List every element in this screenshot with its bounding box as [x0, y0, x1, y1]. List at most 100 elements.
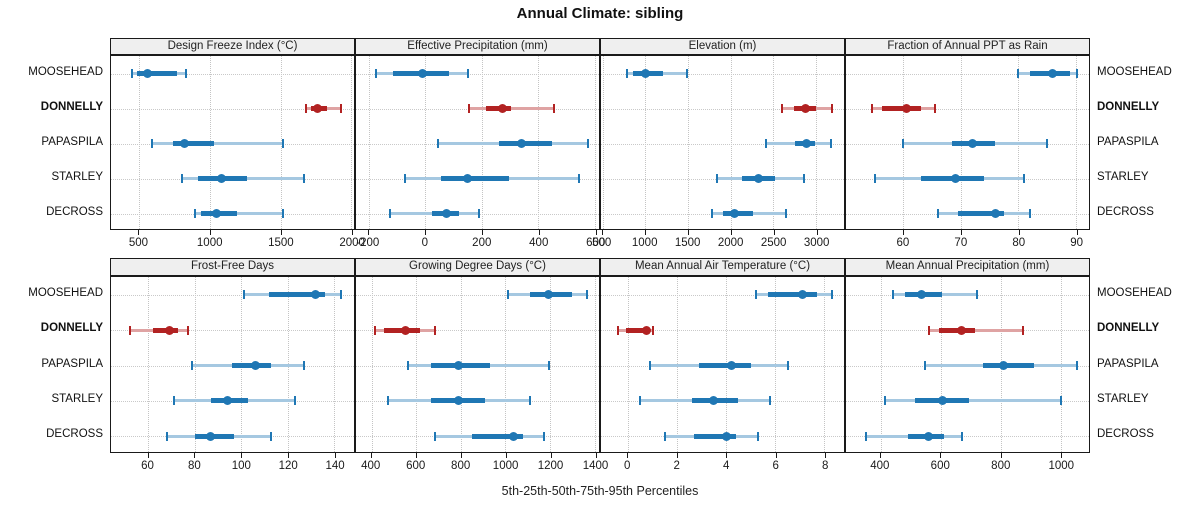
cap-95th [830, 290, 833, 300]
gridline-v [425, 56, 427, 229]
cap-95th [547, 361, 550, 370]
median-dot [544, 290, 554, 300]
iqr-bar-25-75 [881, 106, 921, 111]
gridline-v [628, 277, 629, 452]
panel-header-growing-degree-days-c: Growing Degree Days (°C) [355, 258, 600, 276]
percentile-row-donnelly [356, 56, 599, 229]
gridline-h [601, 108, 844, 110]
median-dot [508, 431, 518, 441]
cap-95th [686, 69, 689, 78]
gridline-h [111, 330, 354, 332]
percentile-row-starley [356, 56, 599, 229]
axis-tick-label: 600 [930, 460, 950, 472]
gridline-v [594, 56, 596, 229]
percentile-row-starley [601, 277, 844, 452]
percentile-row-donnelly [111, 277, 354, 452]
gridline-h [356, 294, 599, 296]
cap-5th [131, 69, 134, 78]
panel-plot-design-freeze-index-c [110, 55, 355, 230]
cap-95th [785, 209, 788, 218]
axis-tick-label: 500 [592, 237, 612, 249]
panel-plot-mean-annual-air-temperature-c [600, 276, 845, 453]
axis-tick-label: 1200 [537, 460, 564, 472]
cap-95th [830, 139, 833, 148]
panel-plot-elevation-m [600, 55, 845, 230]
cap-95th [303, 361, 305, 370]
median-dot [957, 325, 966, 335]
gridline-v [139, 56, 141, 229]
panel-header-elevation-m: Elevation (m) [600, 38, 845, 55]
axis-tick-label: 80 [1012, 237, 1026, 249]
median-dot [990, 209, 1000, 218]
panel-plot-fraction-of-annual-ppt-as-rain [845, 55, 1090, 230]
gridline-v [602, 56, 604, 229]
gridline-v [687, 56, 689, 229]
range-line-5-95 [885, 399, 1061, 403]
median-dot [143, 69, 153, 78]
cap-5th [506, 290, 509, 300]
site-label-right-moosehead-row0: MOOSEHEAD [1097, 65, 1172, 78]
cap-95th [769, 396, 772, 406]
axis-tick [595, 230, 597, 235]
site-label-right-decross-row1: DECROSS [1097, 428, 1154, 441]
median-dot [937, 396, 947, 406]
axis-tick [1076, 230, 1078, 235]
axis-tick-label: 800 [451, 460, 471, 472]
cap-95th [466, 69, 469, 78]
axis-tick [241, 453, 243, 458]
percentile-row-starley [846, 277, 1089, 452]
cap-95th [586, 139, 589, 148]
cap-95th [302, 174, 305, 183]
cap-5th [191, 361, 194, 370]
axis-tick [194, 453, 196, 458]
site-label-right-moosehead-row1: MOOSEHEAD [1097, 286, 1172, 299]
site-label-left-donnelly-row0: DONNELLY [40, 100, 103, 113]
percentile-row-donnelly [111, 56, 354, 229]
cap-95th [757, 431, 760, 441]
percentile-row-papaspila [601, 56, 844, 229]
cap-5th [873, 174, 876, 183]
axis-tick [627, 453, 629, 458]
axis-tick-label: 0 [421, 237, 428, 249]
site-label-left-decross-row0: DECROSS [46, 205, 103, 218]
cap-95th [1046, 139, 1049, 148]
percentile-row-papaspila [601, 277, 844, 452]
percentile-row-starley [846, 56, 1089, 229]
site-label-right-papaspila-row1: PAPASPILA [1097, 357, 1159, 370]
cap-5th [194, 209, 197, 218]
median-dot [441, 209, 451, 218]
percentile-row-papaspila [111, 56, 354, 229]
percentile-row-moosehead [356, 56, 599, 229]
axis-tick [940, 453, 942, 458]
site-label-left-starley-row0: STARLEY [51, 170, 103, 183]
median-dot [250, 361, 260, 370]
percentile-row-starley [601, 56, 844, 229]
axis-tick [601, 230, 603, 235]
gridline-v [645, 56, 647, 229]
median-dot [179, 139, 189, 148]
percentile-row-decross [846, 56, 1089, 229]
gridline-h [111, 108, 354, 110]
cap-5th [617, 325, 620, 335]
axis-tick [209, 230, 211, 235]
range-line-5-95 [151, 142, 284, 145]
site-label-right-decross-row0: DECROSS [1097, 205, 1154, 218]
cap-95th [528, 396, 531, 406]
percentile-row-donnelly [846, 277, 1089, 452]
panel-header-mean-annual-precipitation-mm: Mean Annual Precipitation (mm) [845, 258, 1090, 276]
axis-tick-label: 2 [673, 460, 680, 472]
cap-95th [578, 174, 581, 183]
cap-5th [172, 396, 175, 406]
cap-95th [184, 69, 187, 78]
percentile-row-decross [356, 56, 599, 229]
cap-95th [802, 174, 805, 183]
gridline-h [846, 436, 1089, 438]
site-label-left-moosehead-row0: MOOSEHEAD [28, 65, 103, 78]
median-dot [797, 290, 807, 300]
cap-5th [765, 139, 768, 148]
gridline-h [356, 73, 599, 75]
axis-tick [687, 230, 689, 235]
cap-95th [934, 104, 937, 113]
cap-95th [1028, 209, 1031, 218]
axis-tick [550, 453, 552, 458]
